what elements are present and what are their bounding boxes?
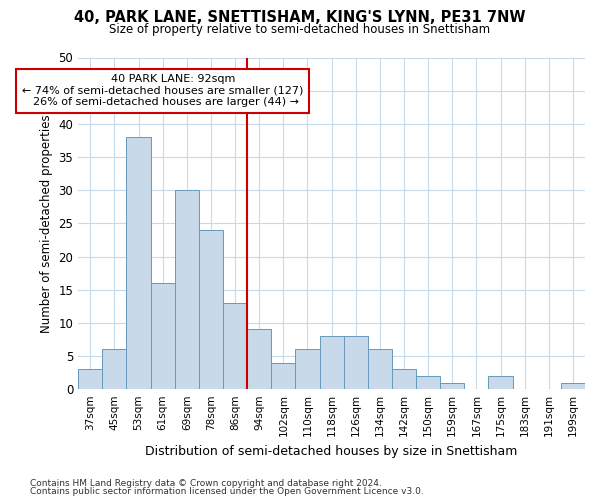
X-axis label: Distribution of semi-detached houses by size in Snettisham: Distribution of semi-detached houses by …: [145, 444, 518, 458]
Bar: [561, 382, 585, 389]
Bar: [271, 362, 295, 389]
Bar: [199, 230, 223, 389]
Bar: [103, 350, 127, 389]
Bar: [368, 350, 392, 389]
Bar: [295, 350, 320, 389]
Bar: [344, 336, 368, 389]
Bar: [223, 303, 247, 389]
Text: Size of property relative to semi-detached houses in Snettisham: Size of property relative to semi-detach…: [109, 22, 491, 36]
Bar: [392, 370, 416, 389]
Bar: [416, 376, 440, 389]
Text: Contains HM Land Registry data © Crown copyright and database right 2024.: Contains HM Land Registry data © Crown c…: [30, 478, 382, 488]
Bar: [488, 376, 512, 389]
Bar: [247, 330, 271, 389]
Text: 40, PARK LANE, SNETTISHAM, KING'S LYNN, PE31 7NW: 40, PARK LANE, SNETTISHAM, KING'S LYNN, …: [74, 10, 526, 25]
Text: Contains public sector information licensed under the Open Government Licence v3: Contains public sector information licen…: [30, 487, 424, 496]
Bar: [78, 370, 103, 389]
Bar: [175, 190, 199, 389]
Bar: [151, 283, 175, 389]
Bar: [127, 137, 151, 389]
Y-axis label: Number of semi-detached properties: Number of semi-detached properties: [40, 114, 53, 332]
Bar: [440, 382, 464, 389]
Bar: [320, 336, 344, 389]
Text: 40 PARK LANE: 92sqm
← 74% of semi-detached houses are smaller (127)
  26% of sem: 40 PARK LANE: 92sqm ← 74% of semi-detach…: [22, 74, 304, 108]
